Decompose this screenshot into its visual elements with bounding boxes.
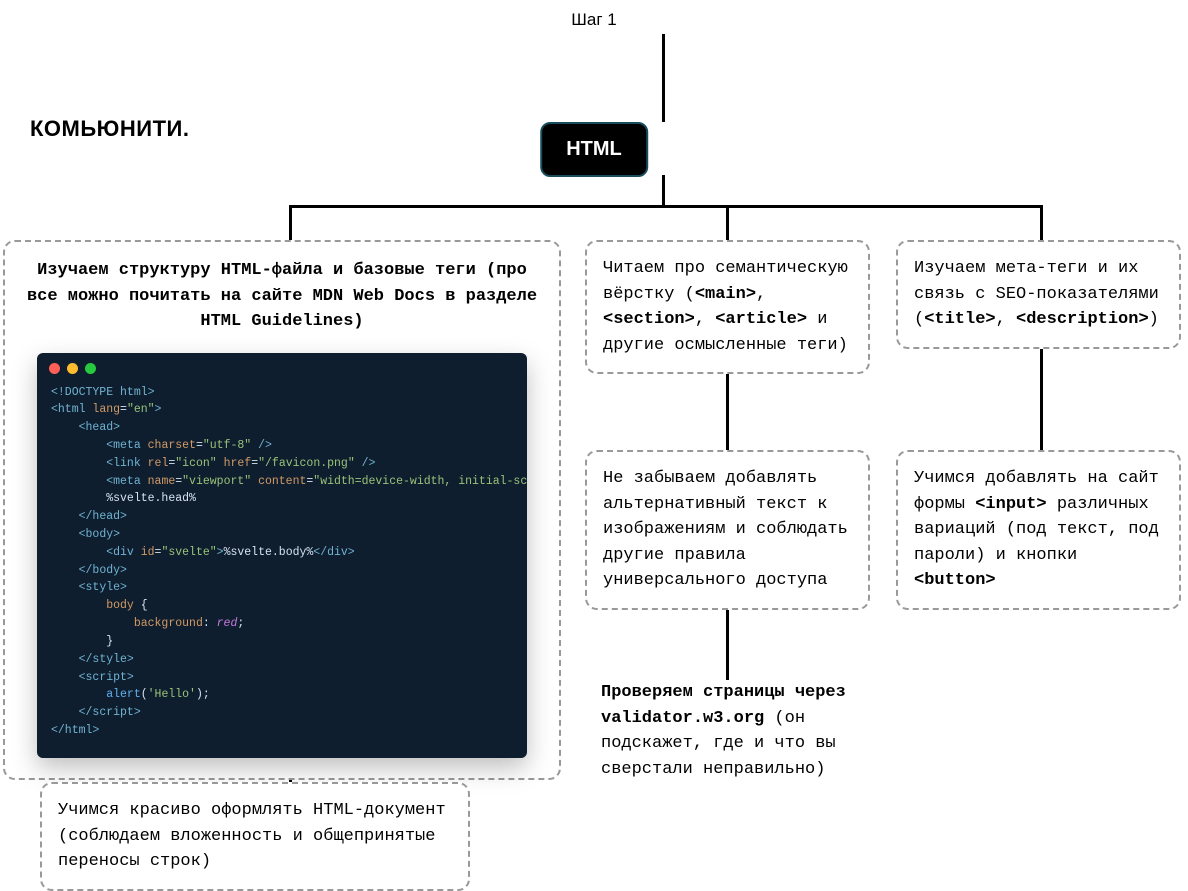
text: Не забываем добавлять альтернативный тек… xyxy=(603,469,848,590)
sep: , xyxy=(996,310,1016,329)
sep: , xyxy=(756,285,766,304)
node-forms: Учимся добавлять на сайт формы <input> р… xyxy=(896,450,1181,610)
code-body: <!DOCTYPE html> <html lang="en"> <head> … xyxy=(37,378,527,758)
node-semantic: Читаем про семантическую вёрстку (<main>… xyxy=(585,240,870,374)
text: ) xyxy=(1149,310,1159,329)
root-node-html: HTML xyxy=(540,122,648,177)
connector-mid xyxy=(662,175,665,206)
tag-article: <article> xyxy=(715,310,807,329)
tag-button: <button> xyxy=(914,571,996,590)
window-dot-yellow xyxy=(67,363,78,374)
step-label: Шаг 1 xyxy=(571,10,616,30)
node-meta: Изучаем мета-теги и их связь с SEO-показ… xyxy=(896,240,1181,349)
validator-bold: Проверяем страницы через validator.w3.or… xyxy=(601,683,846,728)
node-main: Изучаем структуру HTML-файла и базовые т… xyxy=(3,240,561,780)
node-format: Учимся красиво оформлять HTML-документ (… xyxy=(40,782,470,891)
tag-title: <title> xyxy=(924,310,995,329)
connector-hbar xyxy=(289,205,1043,208)
window-dot-red xyxy=(49,363,60,374)
connector-top xyxy=(662,34,665,122)
tag-section: <section> xyxy=(603,310,695,329)
sep: , xyxy=(695,310,715,329)
node-alt: Не забываем добавлять альтернативный тек… xyxy=(585,450,870,610)
node-main-title: Изучаем структуру HTML-файла и базовые т… xyxy=(25,258,539,335)
tag-description: <description> xyxy=(1016,310,1149,329)
brand-logo: КОМЬЮНИТИ. xyxy=(30,116,189,142)
node-validator: Проверяем страницы через validator.w3.or… xyxy=(585,680,870,782)
text: Учимся красиво оформлять HTML-документ (… xyxy=(58,801,446,871)
connector-drop-left xyxy=(289,205,292,241)
code-editor: <!DOCTYPE html> <html lang="en"> <head> … xyxy=(37,353,527,758)
tag-main: <main> xyxy=(695,285,756,304)
code-titlebar xyxy=(37,353,527,378)
window-dot-green xyxy=(85,363,96,374)
tag-input: <input> xyxy=(975,495,1046,514)
